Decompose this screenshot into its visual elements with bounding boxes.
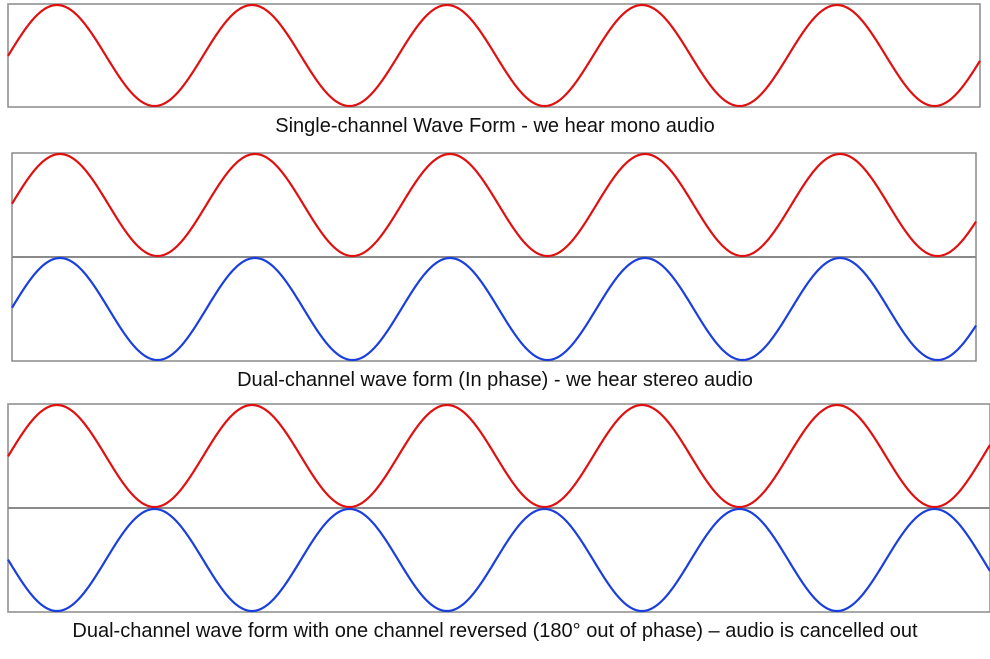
panel-frame (7, 3, 981, 108)
caption-out-of-phase: Dual-channel wave form with one channel … (72, 620, 918, 642)
caption-stereo-in-phase: Dual-channel wave form (In phase) - we h… (237, 369, 753, 391)
right-channel-wave (11, 256, 977, 362)
left-channel-wave (7, 3, 981, 108)
left-channel-wave (7, 403, 990, 509)
caption-mono: Single-channel Wave Form - we hear mono … (275, 115, 715, 137)
left-channel-wave (11, 152, 977, 258)
right-channel-wave (7, 507, 990, 613)
